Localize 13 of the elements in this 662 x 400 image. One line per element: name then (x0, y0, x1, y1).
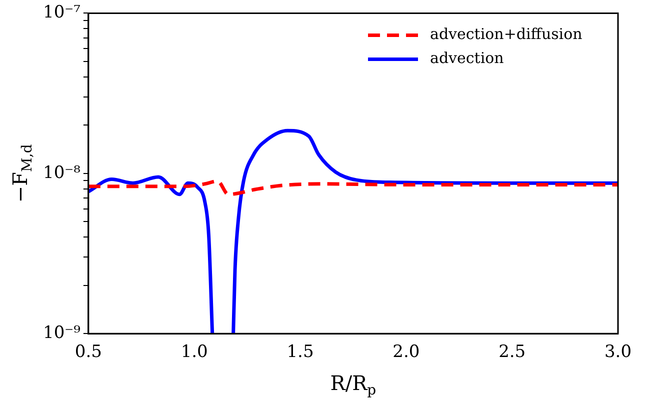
y-axis-title: −FM,d (8, 144, 36, 203)
x-tick-label: 2.5 (498, 342, 526, 362)
x-tick-label: 0.5 (74, 342, 102, 362)
y-tick-label: 10⁻⁹ (43, 323, 81, 344)
legend-label: advection+diffusion (430, 25, 583, 44)
x-tick-label: 1.0 (180, 342, 208, 362)
y-tick-label: 10⁻⁸ (43, 162, 81, 183)
x-tick-label: 1.5 (286, 342, 314, 362)
legend-label: advection (430, 49, 504, 68)
line-series (88, 179, 618, 196)
y-tick-label: 10⁻⁷ (43, 2, 81, 23)
x-tick-label: 3.0 (604, 342, 632, 362)
x-tick-label: 2.0 (392, 342, 420, 362)
